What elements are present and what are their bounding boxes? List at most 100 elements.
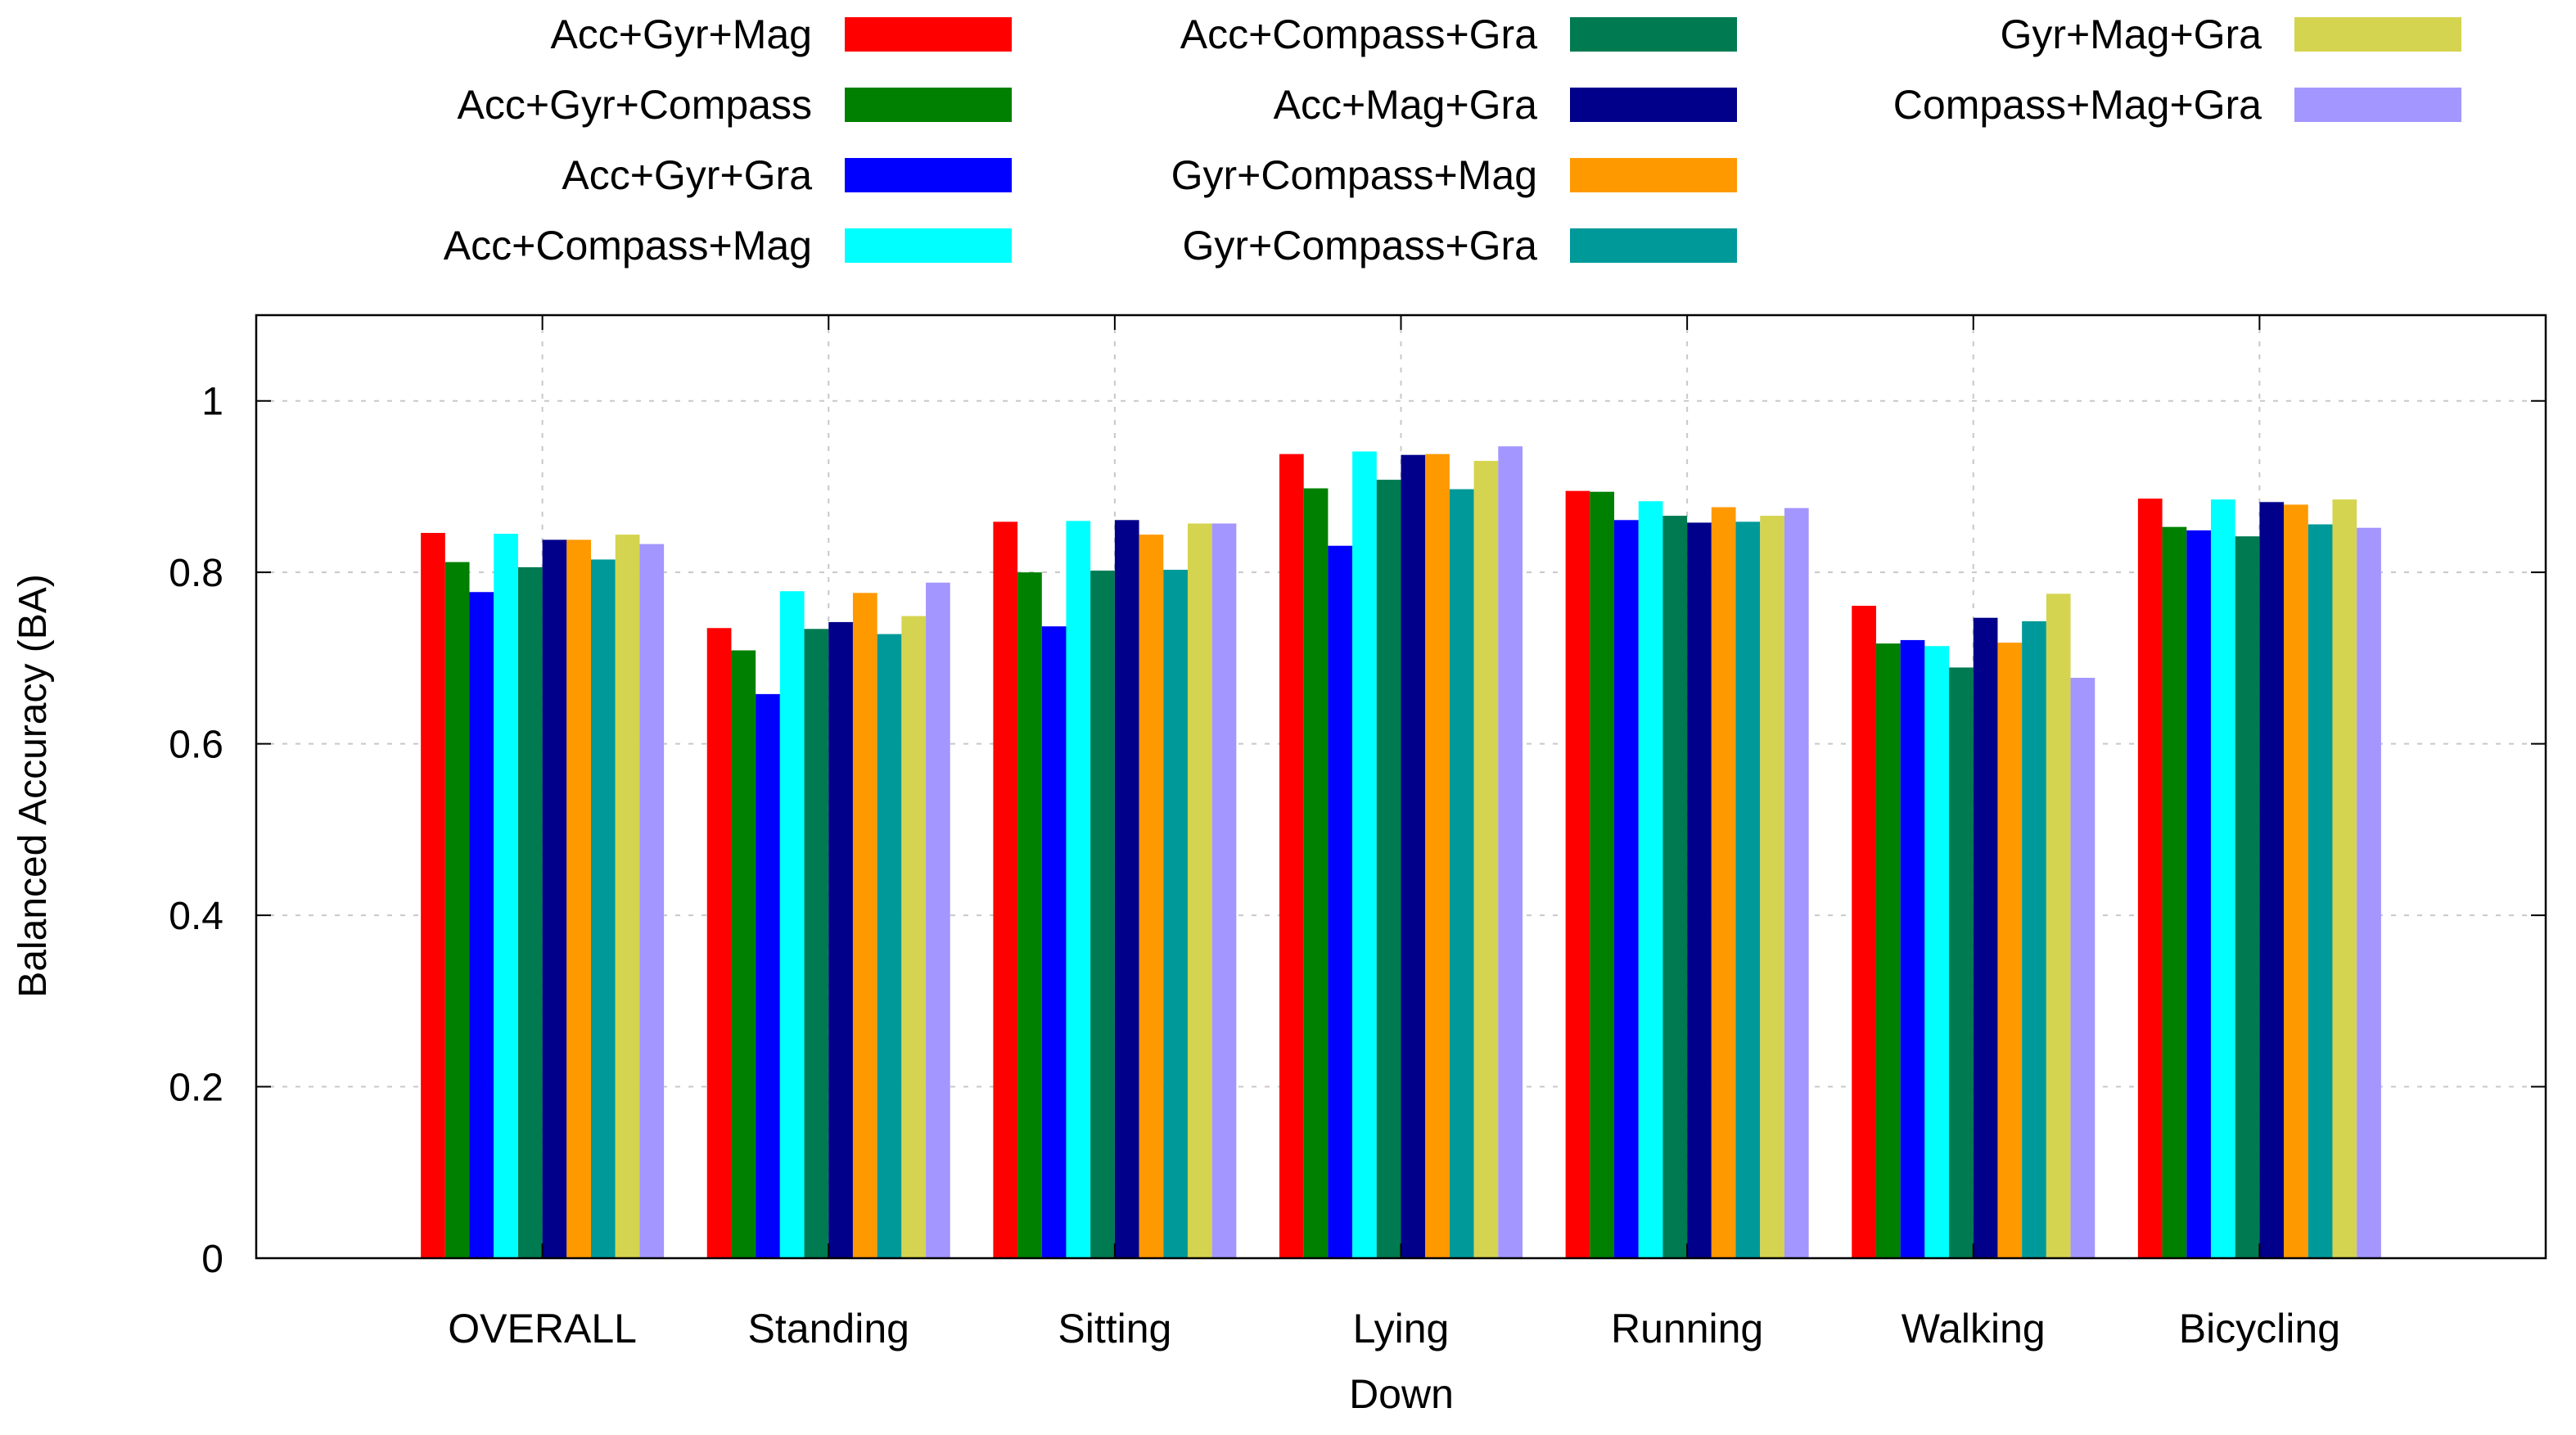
bar (1973, 617, 1998, 1258)
legend-swatch (2294, 88, 2461, 122)
bar (1449, 489, 1474, 1258)
legend-swatch (845, 228, 1012, 263)
bar (1760, 516, 1784, 1258)
bar (706, 628, 732, 1258)
bar (1875, 643, 1901, 1258)
bar (1139, 535, 1164, 1258)
bar (494, 534, 518, 1258)
legend-swatch (1570, 88, 1737, 122)
legend-item: Acc+Gyr+Mag (550, 11, 1012, 57)
bar (615, 535, 640, 1258)
legend-item: Acc+Mag+Gra (1274, 82, 1737, 128)
bar (1425, 454, 1450, 1258)
y-tick-label: 0.6 (169, 724, 223, 767)
bar (1638, 501, 1663, 1258)
legend-swatch (2294, 17, 2461, 52)
bar (542, 539, 567, 1258)
bar (2046, 593, 2071, 1258)
x-tick-label: Sitting (1058, 1306, 1171, 1352)
plot-frame (255, 314, 2547, 1260)
legend-item: Gyr+Compass+Gra (1183, 223, 1737, 268)
legend-label: Gyr+Compass+Gra (1183, 223, 1538, 268)
legend-label: Acc+Compass+Gra (1180, 11, 1537, 57)
legend-item: Acc+Compass+Gra (1180, 11, 1737, 57)
legend-item: Acc+Gyr+Gra (562, 152, 1012, 198)
legend-label: Acc+Gyr+Mag (550, 11, 812, 57)
bar (1997, 643, 2023, 1258)
legend-swatch (845, 158, 1012, 192)
legend-label: Acc+Gyr+Gra (562, 152, 812, 198)
bar (1041, 626, 1067, 1258)
bar (591, 559, 616, 1258)
x-tick-label: Standing (748, 1306, 909, 1352)
x-tick-label: OVERALL (448, 1306, 637, 1352)
y-tick-label: 1 (201, 381, 223, 424)
bar (1328, 545, 1353, 1258)
bar (2332, 499, 2357, 1258)
bar (2137, 499, 2163, 1258)
bar (828, 621, 853, 1258)
legend-swatch (845, 88, 1012, 122)
bar (1211, 523, 1237, 1258)
bar (1900, 639, 1925, 1258)
bar (731, 650, 756, 1258)
x-tick-label: Bicycling (2179, 1306, 2340, 1352)
bar (2210, 499, 2235, 1258)
bar (1090, 571, 1115, 1258)
legend-item: Gyr+Compass+Mag (1171, 152, 1737, 198)
bar (2186, 530, 2211, 1258)
bar (852, 593, 877, 1258)
legend-item: Gyr+Mag+Gra (2000, 11, 2461, 57)
bar (1066, 521, 1091, 1258)
bar (1163, 570, 1188, 1258)
bar (1279, 454, 1304, 1258)
y-tick-label: 0.2 (169, 1067, 223, 1110)
bar (1711, 507, 1736, 1258)
bar (1017, 572, 1042, 1258)
legend-swatch (1570, 158, 1737, 192)
bar (2070, 678, 2096, 1258)
bar (804, 629, 829, 1258)
bar (1303, 488, 1329, 1258)
legend-label: Compass+Mag+Gra (1893, 82, 2262, 128)
bar (1498, 446, 1523, 1258)
y-tick-label: 0 (201, 1238, 223, 1281)
bar (1735, 521, 1761, 1258)
bar (2284, 504, 2308, 1258)
legend-label: Acc+Compass+Mag (444, 223, 812, 268)
bar (2357, 527, 2381, 1258)
bar (1784, 508, 1809, 1258)
legend-swatch (1570, 17, 1737, 52)
bar (2235, 536, 2260, 1258)
legend-item: Acc+Gyr+Compass (458, 82, 1012, 128)
bar (469, 592, 494, 1258)
bar (779, 591, 805, 1258)
bar (2308, 524, 2333, 1258)
legend-label: Gyr+Mag+Gra (2000, 11, 2262, 57)
bar (2162, 526, 2187, 1258)
legend-label: Acc+Gyr+Compass (458, 82, 812, 128)
bar (1924, 646, 1950, 1258)
bar (926, 582, 950, 1258)
bar (1352, 451, 1377, 1258)
bar (1565, 490, 1590, 1258)
legend-label: Gyr+Compass+Mag (1171, 152, 1537, 198)
bar (2022, 620, 2046, 1258)
bar (1590, 491, 1615, 1258)
bar (421, 533, 445, 1258)
y-tick-label: 0.4 (169, 895, 223, 938)
bar (1852, 606, 1876, 1258)
legend-swatch (845, 17, 1012, 52)
bar (1687, 522, 1712, 1258)
bar (1187, 523, 1212, 1258)
bar (2259, 502, 2285, 1258)
bar (756, 693, 780, 1258)
bar (1401, 454, 1426, 1258)
y-tick-label: 0.8 (169, 552, 223, 595)
legend: Acc+Gyr+Mag Acc+Gyr+Compass Acc+Gyr+Gra Acc… (444, 11, 2461, 268)
x-tick-label: Lying (1353, 1306, 1450, 1352)
bar (1114, 520, 1139, 1258)
legend-label: Acc+Mag+Gra (1274, 82, 1538, 128)
legend-swatch (1570, 228, 1737, 263)
